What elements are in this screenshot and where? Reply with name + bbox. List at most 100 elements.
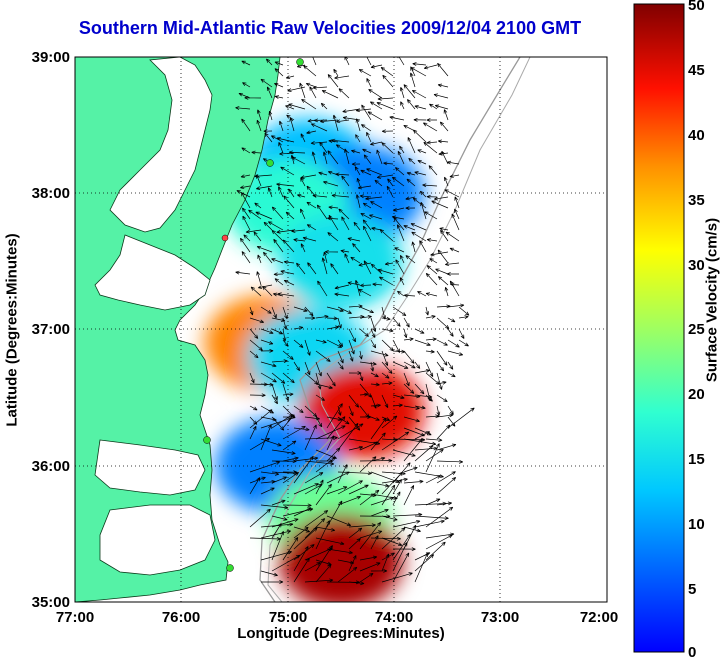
velocity-arrow bbox=[312, 57, 317, 66]
velocity-arrow bbox=[282, 306, 288, 320]
velocity-arrow bbox=[403, 485, 415, 506]
velocity-arrow bbox=[271, 449, 296, 455]
velocity-arrow bbox=[304, 483, 323, 495]
colorbar-tick-label: 45 bbox=[688, 62, 705, 79]
velocity-arrow bbox=[315, 339, 327, 344]
velocity-arrow bbox=[362, 202, 372, 209]
velocity-arrow bbox=[387, 178, 394, 187]
velocity-arrow bbox=[414, 515, 449, 520]
velocity-arrow bbox=[414, 445, 434, 462]
velocity-arrow bbox=[319, 141, 328, 154]
x-tick-label: 72:00 bbox=[580, 609, 618, 626]
velocity-arrow bbox=[249, 372, 255, 384]
velocity-arrow bbox=[403, 438, 423, 462]
velocity-arrow bbox=[341, 175, 350, 187]
velocity-arrow bbox=[344, 253, 350, 264]
velocity-arrow bbox=[271, 523, 282, 539]
velocity-arrow bbox=[293, 405, 304, 413]
velocity-arrow bbox=[271, 476, 287, 484]
velocity-arrow bbox=[439, 121, 449, 132]
velocity-arrow bbox=[451, 213, 460, 231]
velocity-arrow bbox=[380, 66, 394, 77]
velocity-arrow bbox=[271, 394, 278, 405]
velocity-arrow bbox=[423, 64, 438, 70]
velocity-arrow bbox=[268, 221, 284, 231]
velocity-arrow bbox=[250, 286, 262, 297]
x-tick-label: 73:00 bbox=[481, 609, 519, 626]
velocity-arrow bbox=[340, 249, 350, 254]
velocity-arrow bbox=[301, 98, 317, 110]
velocity-arrow bbox=[235, 106, 251, 110]
velocity-arrow bbox=[370, 382, 380, 387]
velocity-arrow bbox=[405, 255, 416, 264]
velocity-arrow bbox=[395, 167, 405, 176]
velocity-arrow bbox=[264, 132, 273, 143]
velocity-arrow bbox=[443, 109, 449, 121]
velocity-arrow bbox=[403, 479, 424, 484]
velocity-arrow bbox=[260, 382, 274, 387]
velocity-arrow bbox=[370, 317, 377, 332]
x-tick-label: 74:00 bbox=[375, 609, 413, 626]
velocity-arrow bbox=[327, 74, 339, 88]
velocity-patch bbox=[279, 213, 403, 310]
velocity-arrow bbox=[355, 134, 361, 143]
velocity-arrow bbox=[254, 174, 273, 178]
velocity-arrow bbox=[377, 96, 394, 101]
velocity-arrow bbox=[337, 361, 344, 370]
velocity-arrow bbox=[251, 150, 262, 155]
velocity-arrow bbox=[274, 68, 284, 77]
velocity-arrow bbox=[266, 86, 273, 99]
velocity-arrow bbox=[283, 279, 295, 286]
velocity-arrow bbox=[370, 372, 379, 378]
velocity-arrow bbox=[304, 416, 320, 421]
velocity-arrow bbox=[256, 271, 262, 286]
velocity-arrow bbox=[370, 496, 395, 506]
velocity-arrow bbox=[426, 238, 438, 242]
velocity-arrow bbox=[403, 372, 410, 387]
y-axis-label: Latitude (Degrees:Minutes) bbox=[3, 233, 21, 427]
velocity-arrow bbox=[263, 221, 273, 231]
velocity-arrow bbox=[282, 317, 288, 330]
velocity-arrow bbox=[300, 133, 306, 143]
velocity-arrow bbox=[454, 196, 460, 209]
velocity-arrow bbox=[312, 193, 328, 198]
velocity-arrow bbox=[436, 405, 441, 416]
velocity-arrow bbox=[327, 150, 339, 165]
velocity-arrow bbox=[370, 361, 375, 372]
velocity-arrow bbox=[271, 229, 284, 242]
velocity-arrow bbox=[260, 487, 275, 495]
velocity-arrow bbox=[342, 108, 361, 114]
velocity-arrow bbox=[260, 328, 274, 334]
velocity-arrow bbox=[458, 315, 469, 319]
velocity-arrow bbox=[414, 369, 431, 374]
velocity-arrow bbox=[358, 262, 372, 267]
velocity-arrow bbox=[436, 361, 445, 372]
velocity-arrow bbox=[428, 165, 438, 176]
velocity-arrow bbox=[257, 284, 273, 289]
velocity-arrow bbox=[337, 339, 344, 347]
velocity-arrow bbox=[458, 306, 470, 316]
velocity-arrow bbox=[405, 196, 416, 201]
velocity-arrow bbox=[360, 212, 372, 220]
velocity-arrow bbox=[419, 240, 427, 253]
velocity-arrow bbox=[370, 508, 389, 517]
velocity-arrow bbox=[238, 92, 251, 99]
velocity-arrow bbox=[446, 272, 460, 276]
velocity-arrow bbox=[304, 316, 316, 320]
velocity-arrow bbox=[304, 510, 329, 528]
velocity-arrow bbox=[358, 69, 372, 77]
velocity-arrow bbox=[403, 317, 410, 328]
velocity-arrow bbox=[243, 234, 251, 242]
velocity-arrow bbox=[449, 174, 460, 178]
velocity-arrow bbox=[425, 475, 441, 484]
velocity-arrow bbox=[248, 209, 262, 220]
velocity-arrow bbox=[331, 138, 350, 143]
y-tick-label: 37:00 bbox=[32, 321, 70, 338]
velocity-arrow bbox=[445, 262, 460, 267]
velocity-arrow bbox=[376, 174, 394, 179]
velocity-arrow bbox=[366, 78, 372, 88]
velocity-arrow bbox=[359, 522, 382, 550]
velocity-arrow bbox=[253, 231, 262, 242]
velocity-arrow bbox=[348, 555, 357, 572]
velocity-arrow bbox=[282, 392, 294, 397]
